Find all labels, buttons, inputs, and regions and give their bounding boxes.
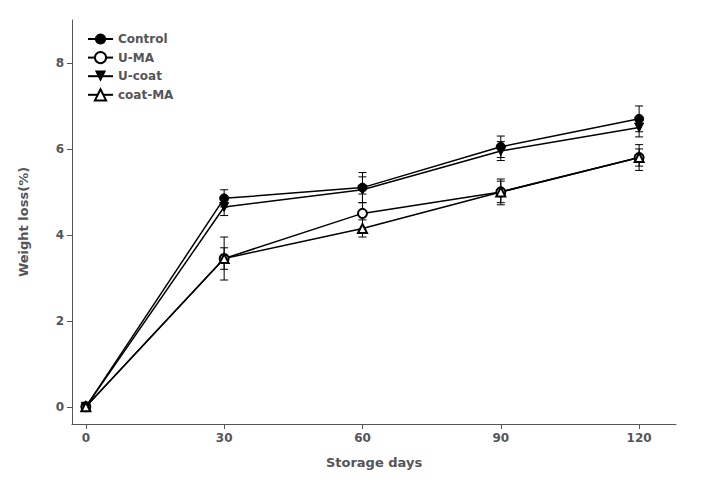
svg-text:Weight loss(%): Weight loss(%) bbox=[16, 167, 31, 277]
svg-text:30: 30 bbox=[216, 431, 233, 445]
svg-text:Control: Control bbox=[118, 32, 168, 46]
svg-text:2: 2 bbox=[56, 314, 64, 328]
svg-text:4: 4 bbox=[56, 228, 64, 242]
svg-text:90: 90 bbox=[492, 431, 509, 445]
svg-text:U-coat: U-coat bbox=[118, 69, 162, 83]
svg-text:U-MA: U-MA bbox=[118, 51, 155, 65]
svg-text:8: 8 bbox=[56, 56, 64, 70]
svg-text:60: 60 bbox=[354, 431, 371, 445]
svg-text:0: 0 bbox=[56, 400, 64, 414]
svg-text:6: 6 bbox=[56, 142, 64, 156]
svg-text:coat-MA: coat-MA bbox=[118, 88, 174, 102]
svg-text:Storage days: Storage days bbox=[326, 455, 422, 470]
svg-text:0: 0 bbox=[82, 431, 90, 445]
svg-text:120: 120 bbox=[627, 431, 652, 445]
